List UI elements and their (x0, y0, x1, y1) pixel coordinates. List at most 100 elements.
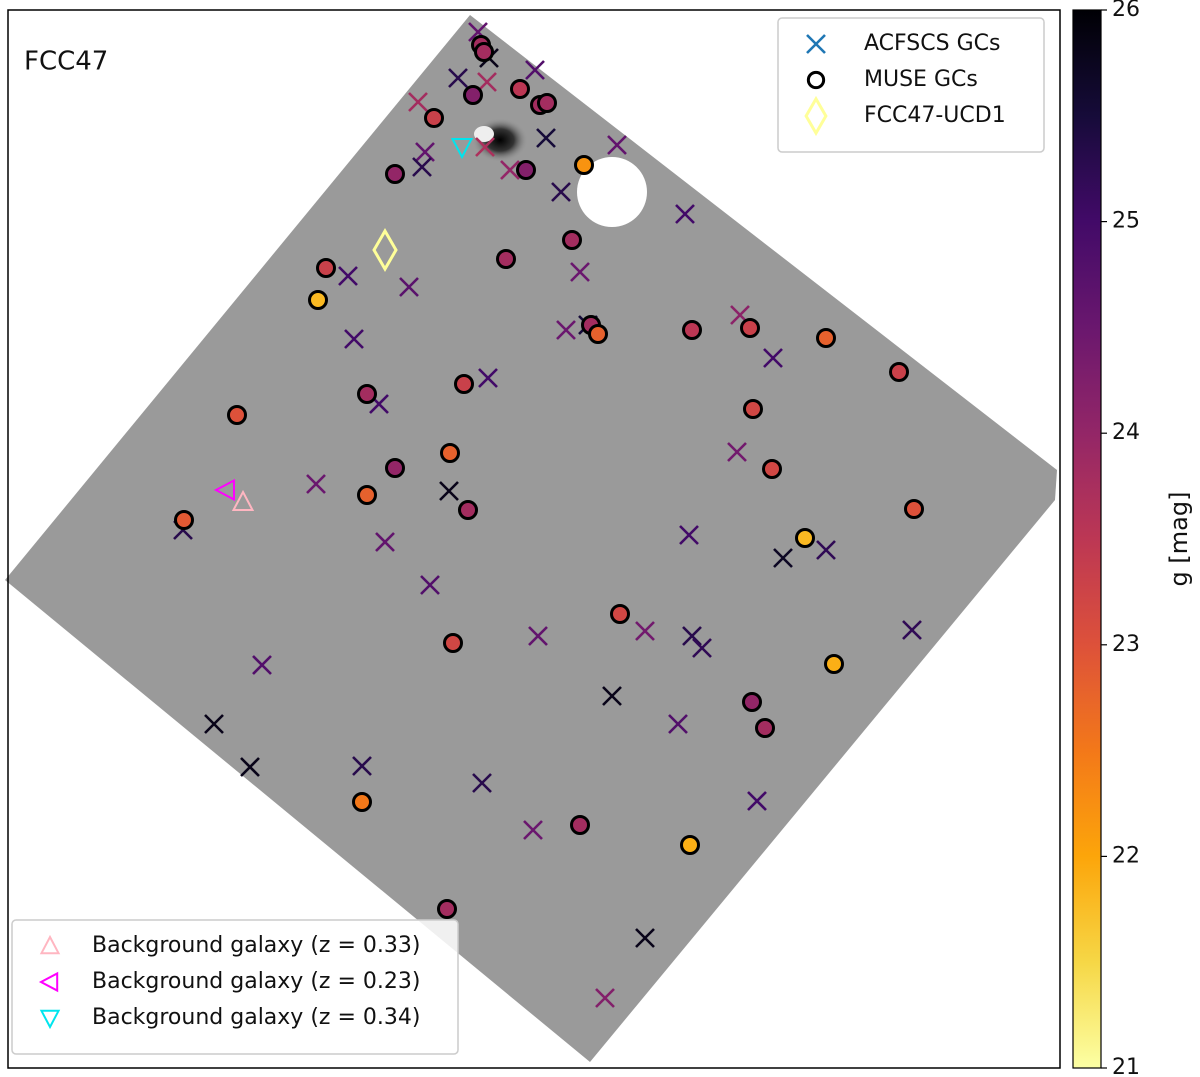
legend-box (11, 919, 459, 1055)
image (5, 15, 1057, 1062)
circle-marker (443, 633, 463, 653)
circle-marker (437, 899, 457, 919)
cross-marker (902, 620, 922, 640)
cross-marker (536, 128, 556, 148)
circle-marker (458, 500, 478, 520)
cross-marker (570, 262, 590, 282)
cross-marker (525, 60, 545, 80)
cross-marker (679, 525, 699, 545)
cross-marker (763, 348, 783, 368)
cross-marker (551, 182, 571, 202)
cross-marker (602, 686, 622, 706)
colorbar-tick-label: 26 (1112, 0, 1140, 22)
cross-marker (375, 532, 395, 552)
circle-marker (755, 718, 775, 738)
cross-marker (692, 638, 712, 658)
cross-marker (668, 714, 688, 734)
colorbar (1072, 9, 1102, 1069)
triangle-marker (450, 138, 474, 160)
circle-marker (385, 164, 405, 184)
cross-marker (475, 137, 495, 157)
cross-marker (528, 626, 548, 646)
circle-marker (537, 93, 557, 113)
cross-marker (773, 548, 793, 568)
cross-marker (399, 277, 419, 297)
circle-marker (680, 835, 700, 855)
cross-marker (252, 655, 272, 675)
legend-label: FCC47-UCD1 (864, 103, 1006, 128)
circle-marker (562, 230, 582, 250)
circle-marker (357, 384, 377, 404)
circle-marker (454, 374, 474, 394)
legend-marker (806, 34, 826, 54)
diamond-marker (372, 228, 398, 272)
legend-label: Background galaxy (z = 0.33) (92, 933, 420, 958)
circle-marker (824, 654, 844, 674)
circle-marker (740, 318, 760, 338)
cross-marker (338, 266, 358, 286)
cross-marker (635, 621, 655, 641)
triangle-marker (213, 478, 235, 502)
legend-marker (39, 934, 61, 955)
circle-marker (904, 499, 924, 519)
marks (173, 22, 924, 1008)
circle-marker (308, 290, 328, 310)
cross-marker (477, 72, 497, 92)
cross-marker (306, 474, 326, 494)
legend-label: Background galaxy (z = 0.23) (92, 969, 420, 994)
circle-marker (516, 160, 536, 180)
circle-marker (510, 79, 530, 99)
cross-marker (747, 791, 767, 811)
circle-marker (385, 458, 405, 478)
colorbar-tick-label: 21 (1112, 1055, 1140, 1077)
cross-marker (439, 481, 459, 501)
cross-marker (556, 320, 576, 340)
cross-marker (352, 756, 372, 776)
cross-marker (635, 928, 655, 948)
circle-marker (227, 405, 247, 425)
legend-marker (806, 70, 826, 90)
legend-box (777, 17, 1045, 153)
cross-marker (816, 540, 836, 560)
circle-marker (889, 362, 909, 382)
colorbar-tick-label: 25 (1112, 209, 1140, 234)
image-field (5, 15, 1057, 1062)
legend-label: Background galaxy (z = 0.34) (92, 1005, 420, 1030)
circle-marker (610, 604, 630, 624)
cross-marker (448, 68, 468, 88)
cross-marker (523, 820, 543, 840)
circle-marker (574, 155, 594, 175)
circle-marker (795, 528, 815, 548)
circle-marker (682, 320, 702, 340)
circle-marker (174, 510, 194, 530)
cross-marker (240, 757, 260, 777)
legend-marker (804, 95, 828, 137)
galaxy-core-bright (474, 126, 494, 142)
circle-marker (357, 485, 377, 505)
circle-marker (742, 692, 762, 712)
cross-marker (412, 157, 432, 177)
circle-marker (743, 399, 763, 419)
colorbar-tick-label: 22 (1112, 843, 1140, 868)
legend-label: ACFSCS GCs (864, 31, 1000, 56)
circle-marker (352, 792, 372, 812)
masked-region (577, 157, 647, 227)
legend-marker (38, 971, 59, 993)
colorbar-tick-label: 23 (1112, 632, 1140, 657)
legend-marker (39, 1009, 61, 1030)
colorbar-tick-label: 24 (1112, 420, 1140, 445)
circle-marker (496, 249, 516, 269)
circle-marker (424, 108, 444, 128)
cross-marker (204, 714, 224, 734)
cross-marker (500, 160, 520, 180)
circle-marker (762, 459, 782, 479)
cross-marker (595, 988, 615, 1008)
circle-marker (816, 328, 836, 348)
circle-marker (463, 85, 483, 105)
circle-marker (588, 324, 608, 344)
cross-marker (727, 442, 747, 462)
chart-title: FCC47 (24, 47, 108, 77)
circle-marker (440, 443, 460, 463)
cross-marker (420, 575, 440, 595)
